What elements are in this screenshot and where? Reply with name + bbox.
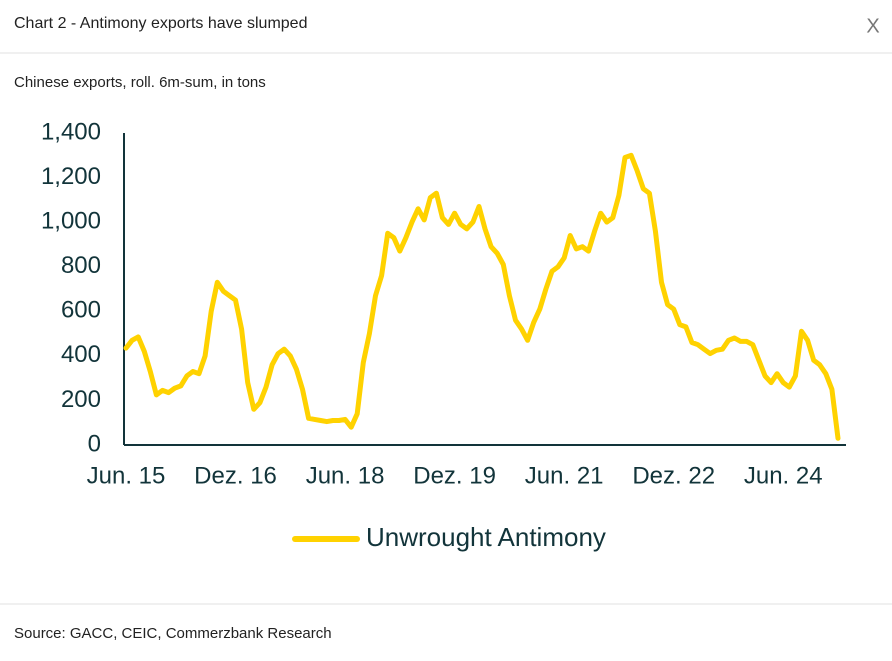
x-tick-label: Jun. 21 xyxy=(525,462,604,489)
x-tick-label: Jun. 18 xyxy=(306,462,385,489)
y-tick-label: 1,000 xyxy=(41,207,101,234)
x-tick-label: Dez. 22 xyxy=(632,462,715,489)
x-tick-label: Dez. 19 xyxy=(413,462,496,489)
y-tick-label: 400 xyxy=(61,341,101,368)
legend-label: Unwrought Antimony xyxy=(366,522,606,552)
y-tick-label: 1,400 xyxy=(41,118,101,145)
chart-subtitle: Chinese exports, roll. 6m-sum, in tons xyxy=(14,74,266,91)
x-tick-label: Jun. 24 xyxy=(744,462,823,489)
y-tick-label: 1,200 xyxy=(41,163,101,190)
x-tick-label: Dez. 16 xyxy=(194,462,277,489)
source-note: Source: GACC, CEIC, Commerzbank Research xyxy=(14,625,332,642)
window-title: Chart 2 - Antimony exports have slumped xyxy=(14,15,307,32)
y-tick-label: 200 xyxy=(61,386,101,413)
y-tick-label: 600 xyxy=(61,297,101,324)
x-tick-label: Jun. 15 xyxy=(87,462,166,489)
data-line xyxy=(123,152,841,441)
y-tick-label: 800 xyxy=(61,252,101,279)
close-button[interactable]: X xyxy=(866,15,879,37)
y-tick-label: 0 xyxy=(88,430,101,457)
